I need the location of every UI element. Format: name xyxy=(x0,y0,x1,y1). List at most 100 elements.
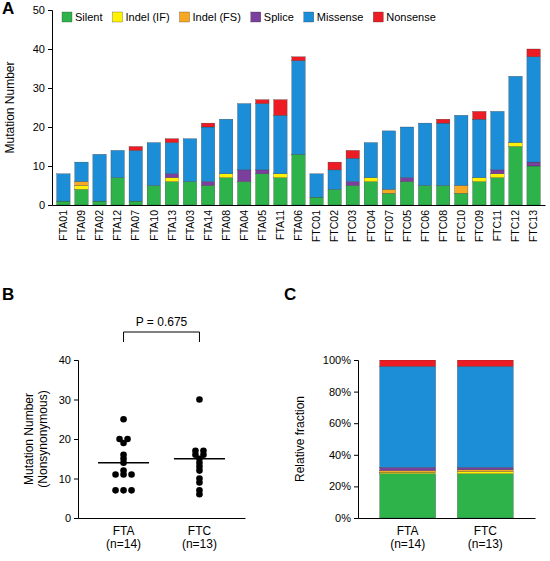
x-tick: FTA14 xyxy=(202,205,214,241)
data-point xyxy=(196,475,203,482)
legend-item: Indel (FS) xyxy=(180,11,241,23)
bar-segment xyxy=(111,150,124,151)
x-tick-label: FTC05 xyxy=(401,210,413,242)
legend-label: Splice xyxy=(264,11,294,23)
y-axis: 01020304050 xyxy=(33,4,53,211)
bar-segment xyxy=(219,119,232,174)
legend-label: Indel (FS) xyxy=(193,11,241,23)
bar-segment xyxy=(527,162,540,166)
legend-item: Nonsense xyxy=(373,11,436,23)
y-tick-mark xyxy=(354,423,358,424)
bar-segment xyxy=(129,201,142,205)
bar-segment xyxy=(256,104,269,170)
bar-segment xyxy=(382,130,395,131)
bar-segment xyxy=(111,150,124,177)
series xyxy=(380,360,514,366)
bar-segment xyxy=(256,100,269,104)
bar-segment xyxy=(380,467,436,470)
y-tick-mark xyxy=(74,479,78,480)
bar-segment xyxy=(93,201,106,205)
x-tick-label: FTA13 xyxy=(166,210,178,241)
data-point xyxy=(120,467,127,474)
legend-swatch xyxy=(180,12,190,22)
annotation: P = 0.675 xyxy=(136,315,188,329)
bar-segment xyxy=(418,123,431,185)
y-tick-mark xyxy=(74,439,78,440)
x-tick: FTC05 xyxy=(401,205,413,242)
panel: 0%20%40%60%80%100%Relative fractionFTA(n… xyxy=(284,285,536,551)
y-tick-mark xyxy=(354,392,358,393)
y-axis: 010203040 xyxy=(59,354,79,524)
bar-segment xyxy=(274,100,287,116)
plot-area xyxy=(98,396,225,497)
x-tick: FTA02 xyxy=(93,205,105,241)
panel-label: C xyxy=(284,285,296,304)
y-tick-mark xyxy=(48,127,52,128)
legend-label: Nonsense xyxy=(386,11,436,23)
y-tick-label: 20 xyxy=(33,121,45,133)
x-tick-label: FTC(n=13) xyxy=(182,524,217,551)
y-axis-line xyxy=(48,11,53,206)
legend-swatch xyxy=(251,12,261,22)
y-tick: 40% xyxy=(329,449,358,461)
y-tick: 100% xyxy=(323,354,358,366)
y-tick-label: 40 xyxy=(33,43,45,55)
bar-segment xyxy=(527,49,540,57)
y-tick-label: 60% xyxy=(329,417,351,429)
panel-label: B xyxy=(2,285,14,304)
x-tick: FTA05 xyxy=(256,205,268,241)
bar-segment xyxy=(129,147,142,151)
y-tick: 20 xyxy=(33,121,52,133)
y-tick-mark xyxy=(48,49,52,50)
x-tick: FTA11 xyxy=(274,205,286,240)
x-tick: FTC08 xyxy=(437,205,449,242)
bar-segment xyxy=(436,186,449,206)
bar-segment xyxy=(491,111,504,169)
data-point xyxy=(192,448,199,455)
y-tick-label: 80% xyxy=(329,386,351,398)
bar-segment xyxy=(364,142,377,143)
bar-segment xyxy=(75,189,88,205)
y-axis-line xyxy=(74,361,79,519)
bar-segment xyxy=(75,162,88,182)
bar-segment xyxy=(57,174,70,201)
x-tick-label: FTA08 xyxy=(220,210,232,241)
bar-segment xyxy=(455,115,468,185)
data-point xyxy=(124,436,131,443)
bar-segment xyxy=(75,162,88,163)
bar-segment xyxy=(436,119,449,123)
y-tick: 20 xyxy=(59,433,78,445)
bar-segment xyxy=(183,138,196,139)
x-tick-label: FTC06 xyxy=(419,210,431,242)
x-tick: FTC02 xyxy=(328,205,340,242)
bar-segment xyxy=(75,186,88,190)
bar-segment xyxy=(457,470,513,472)
bar-segment xyxy=(380,474,436,518)
bar-segment xyxy=(491,111,504,112)
bar-segment xyxy=(274,115,287,174)
data-point xyxy=(120,452,127,459)
y-tick: 60% xyxy=(329,417,358,429)
y-tick: 50 xyxy=(33,4,52,16)
y-tick: 20% xyxy=(329,480,358,492)
data-point xyxy=(112,471,119,478)
bar-segment xyxy=(418,186,431,206)
data-point xyxy=(128,471,135,478)
x-tick-label: FTC13 xyxy=(527,210,539,242)
bar-segment xyxy=(346,158,359,181)
bar-segment xyxy=(455,186,468,194)
x-tick: FTA(n=14) xyxy=(106,518,141,551)
x-tick-label: FTA07 xyxy=(129,210,141,241)
x-tick: FTC06 xyxy=(419,205,431,242)
y-tick-mark xyxy=(354,360,358,361)
bar-segment xyxy=(256,174,269,205)
x-tick: FTA12 xyxy=(111,205,123,241)
y-tick: 80% xyxy=(329,386,358,398)
y-tick-label: 10 xyxy=(33,160,45,172)
y-tick-mark xyxy=(74,400,78,401)
y-tick-label: 10 xyxy=(59,473,71,485)
x-tick: FTC03 xyxy=(346,205,358,242)
y-tick-label: 20% xyxy=(329,480,351,492)
bar-segment xyxy=(455,193,468,205)
bar-segment xyxy=(219,178,232,205)
